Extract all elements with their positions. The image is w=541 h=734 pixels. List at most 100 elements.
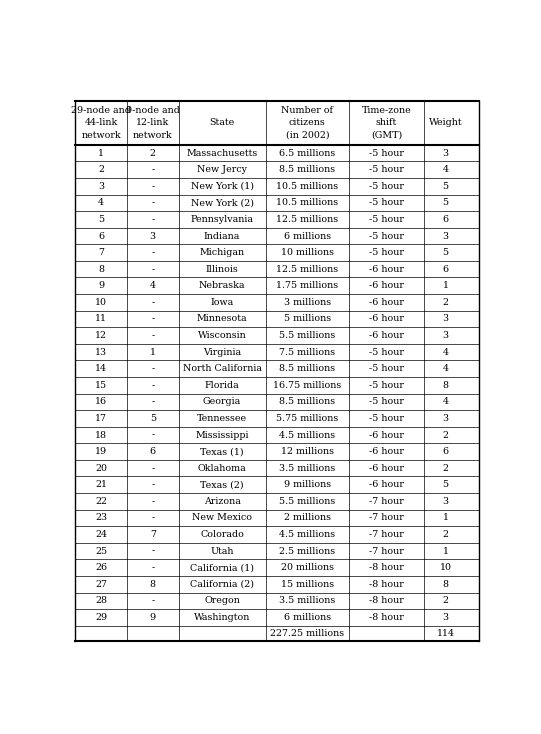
Text: 20: 20 — [95, 464, 107, 473]
Text: 3: 3 — [443, 331, 448, 340]
Text: 26: 26 — [95, 563, 107, 573]
Text: Number of
citizens
(in 2002): Number of citizens (in 2002) — [281, 106, 333, 139]
Text: -7 hour: -7 hour — [369, 530, 404, 539]
Text: 14: 14 — [95, 364, 107, 373]
Text: 15: 15 — [95, 381, 107, 390]
Text: 10.5 millions: 10.5 millions — [276, 182, 339, 191]
Text: 2: 2 — [443, 596, 448, 606]
Text: -6 hour: -6 hour — [369, 331, 404, 340]
Text: 19: 19 — [95, 447, 107, 456]
Text: 17: 17 — [95, 414, 107, 423]
Text: 11: 11 — [95, 314, 107, 324]
Text: 1: 1 — [98, 148, 104, 158]
Text: Wisconsin: Wisconsin — [197, 331, 247, 340]
Text: -5 hour: -5 hour — [369, 165, 404, 174]
Text: 6: 6 — [443, 447, 448, 456]
Text: 10.5 millions: 10.5 millions — [276, 198, 339, 208]
Text: Texas (1): Texas (1) — [200, 447, 244, 456]
Text: Washington: Washington — [194, 613, 250, 622]
Text: 3 millions: 3 millions — [284, 298, 331, 307]
Text: 6: 6 — [98, 231, 104, 241]
Text: Virginia: Virginia — [203, 348, 241, 357]
Text: Texas (2): Texas (2) — [200, 480, 244, 490]
Text: 13: 13 — [95, 348, 107, 357]
Text: 4.5 millions: 4.5 millions — [279, 530, 335, 539]
Text: 8.5 millions: 8.5 millions — [279, 165, 335, 174]
Text: 9: 9 — [150, 613, 156, 622]
Text: -6 hour: -6 hour — [369, 314, 404, 324]
Text: New Jercy: New Jercy — [197, 165, 247, 174]
Text: Georgia: Georgia — [203, 397, 241, 407]
Text: 29-node and
44-link
network: 29-node and 44-link network — [71, 106, 131, 139]
Text: -6 hour: -6 hour — [369, 265, 404, 274]
Text: 5: 5 — [443, 248, 448, 257]
Text: 16: 16 — [95, 397, 107, 407]
Text: -: - — [151, 547, 154, 556]
Text: 6: 6 — [443, 215, 448, 224]
Text: -7 hour: -7 hour — [369, 513, 404, 523]
Text: -5 hour: -5 hour — [369, 364, 404, 373]
Text: 3: 3 — [443, 148, 448, 158]
Text: 6.5 millions: 6.5 millions — [279, 148, 335, 158]
Text: -: - — [151, 480, 154, 490]
Text: 28: 28 — [95, 596, 107, 606]
Text: Pennsylvania: Pennsylvania — [190, 215, 254, 224]
Text: 4: 4 — [443, 348, 448, 357]
Text: 1: 1 — [443, 281, 448, 290]
Text: 7: 7 — [150, 530, 156, 539]
Text: -8 hour: -8 hour — [369, 563, 404, 573]
Text: -: - — [151, 381, 154, 390]
Text: -5 hour: -5 hour — [369, 148, 404, 158]
Text: 114: 114 — [437, 629, 454, 638]
Text: -: - — [151, 431, 154, 440]
Text: 20 millions: 20 millions — [281, 563, 334, 573]
Text: 3: 3 — [443, 314, 448, 324]
Text: 12 millions: 12 millions — [281, 447, 334, 456]
Text: -: - — [151, 215, 154, 224]
Text: -8 hour: -8 hour — [369, 580, 404, 589]
Text: 5 millions: 5 millions — [284, 314, 331, 324]
Text: 6: 6 — [150, 447, 156, 456]
Text: 1: 1 — [150, 348, 156, 357]
Text: 2: 2 — [443, 431, 448, 440]
Text: 23: 23 — [95, 513, 107, 523]
Text: California (2): California (2) — [190, 580, 254, 589]
Text: 2: 2 — [443, 298, 448, 307]
Text: 5: 5 — [443, 182, 448, 191]
Text: 10: 10 — [95, 298, 107, 307]
Text: 4: 4 — [443, 364, 448, 373]
Text: 5.5 millions: 5.5 millions — [279, 497, 335, 506]
Text: Colorado: Colorado — [200, 530, 244, 539]
Text: Nebraska: Nebraska — [199, 281, 245, 290]
Text: 4: 4 — [98, 198, 104, 208]
Text: Mississippi: Mississippi — [195, 431, 249, 440]
Text: -6 hour: -6 hour — [369, 447, 404, 456]
Text: New York (2): New York (2) — [190, 198, 254, 208]
Text: -6 hour: -6 hour — [369, 281, 404, 290]
Text: California (1): California (1) — [190, 563, 254, 573]
Text: State: State — [209, 118, 235, 127]
Text: -: - — [151, 397, 154, 407]
Text: 2: 2 — [150, 148, 156, 158]
Text: 2: 2 — [443, 464, 448, 473]
Text: -5 hour: -5 hour — [369, 231, 404, 241]
Text: -8 hour: -8 hour — [369, 596, 404, 606]
Text: 4.5 millions: 4.5 millions — [279, 431, 335, 440]
Text: -: - — [151, 198, 154, 208]
Text: 3.5 millions: 3.5 millions — [279, 596, 335, 606]
Text: 3: 3 — [150, 231, 156, 241]
Text: 1: 1 — [443, 547, 448, 556]
Text: 8.5 millions: 8.5 millions — [279, 397, 335, 407]
Text: Michigan: Michigan — [200, 248, 245, 257]
Text: -6 hour: -6 hour — [369, 464, 404, 473]
Text: 8: 8 — [98, 265, 104, 274]
Text: 5.5 millions: 5.5 millions — [279, 331, 335, 340]
Text: -: - — [151, 563, 154, 573]
Text: 8: 8 — [443, 580, 448, 589]
Text: 8: 8 — [443, 381, 448, 390]
Text: -5 hour: -5 hour — [369, 215, 404, 224]
Text: Tennessee: Tennessee — [197, 414, 247, 423]
Text: 4: 4 — [150, 281, 156, 290]
Text: 5: 5 — [150, 414, 156, 423]
Text: 3: 3 — [443, 613, 448, 622]
